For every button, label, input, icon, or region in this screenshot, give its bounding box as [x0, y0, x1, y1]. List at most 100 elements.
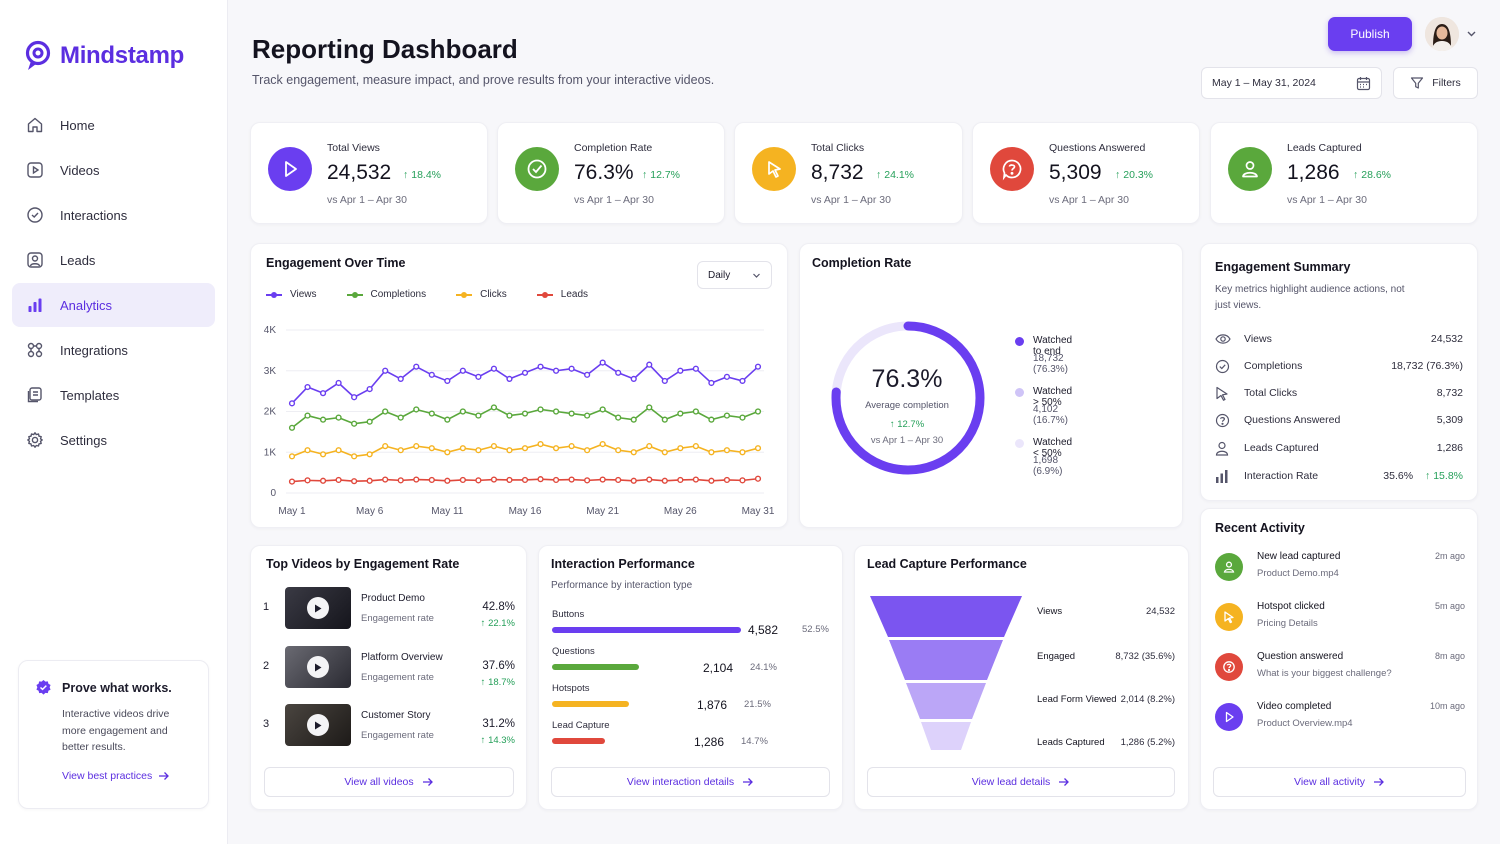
data-point[interactable] — [615, 476, 622, 484]
data-point[interactable] — [599, 476, 606, 483]
data-point[interactable] — [677, 367, 684, 374]
data-point[interactable] — [708, 449, 715, 456]
data-point[interactable] — [444, 477, 451, 484]
data-point[interactable] — [630, 375, 637, 383]
data-point[interactable] — [739, 477, 746, 484]
data-point[interactable] — [506, 476, 513, 484]
legend-item-clicks[interactable]: Clicks — [456, 289, 507, 300]
view-interaction-details-button[interactable]: View interaction details — [551, 767, 830, 797]
data-point[interactable] — [537, 476, 544, 483]
data-point[interactable] — [382, 443, 389, 450]
interval-select[interactable]: Daily — [697, 261, 772, 289]
data-point[interactable] — [661, 416, 668, 423]
data-point[interactable] — [568, 410, 575, 417]
data-point[interactable] — [599, 406, 606, 413]
data-point[interactable] — [552, 408, 560, 415]
data-point[interactable] — [723, 412, 731, 419]
data-point[interactable] — [661, 449, 668, 456]
data-point[interactable] — [552, 476, 560, 484]
data-point[interactable] — [459, 476, 466, 484]
data-point[interactable] — [304, 477, 311, 484]
activity-item[interactable]: Hotspot clicked Pricing Details 5m ago — [1215, 601, 1465, 637]
data-point[interactable] — [382, 476, 389, 483]
data-point[interactable] — [444, 449, 451, 456]
data-point[interactable] — [661, 377, 668, 385]
data-point[interactable] — [754, 445, 762, 452]
data-point[interactable] — [397, 447, 404, 454]
data-point[interactable] — [413, 443, 420, 450]
data-point[interactable] — [413, 363, 420, 370]
data-point[interactable] — [646, 404, 653, 411]
data-point[interactable] — [304, 383, 311, 391]
data-point[interactable] — [335, 379, 342, 387]
view-all-activity-button[interactable]: View all activity — [1213, 767, 1466, 797]
data-point[interactable] — [506, 447, 513, 454]
data-point[interactable] — [428, 371, 435, 378]
data-point[interactable] — [475, 477, 482, 484]
data-point[interactable] — [490, 476, 498, 483]
sidebar-item-analytics[interactable]: Analytics — [12, 283, 215, 327]
data-point[interactable] — [351, 478, 358, 485]
data-point[interactable] — [568, 365, 575, 372]
data-point[interactable] — [366, 477, 373, 484]
data-point[interactable] — [335, 414, 342, 421]
data-point[interactable] — [754, 408, 762, 415]
data-point[interactable] — [552, 367, 560, 374]
data-point[interactable] — [506, 375, 513, 383]
video-row[interactable]: 1 Product Demo Engagement rate 42.8% ↑ 2… — [263, 587, 515, 631]
data-point[interactable] — [584, 371, 591, 378]
data-point[interactable] — [413, 476, 420, 483]
data-point[interactable] — [288, 478, 296, 485]
data-point[interactable] — [692, 443, 699, 450]
data-point[interactable] — [708, 379, 715, 387]
data-point[interactable] — [319, 416, 327, 423]
data-point[interactable] — [754, 363, 762, 370]
data-point[interactable] — [677, 476, 684, 484]
data-point[interactable] — [304, 412, 311, 419]
data-point[interactable] — [521, 410, 529, 417]
data-point[interactable] — [692, 408, 699, 415]
data-point[interactable] — [382, 367, 389, 374]
data-point[interactable] — [568, 443, 575, 450]
data-point[interactable] — [475, 447, 482, 454]
data-point[interactable] — [475, 412, 482, 419]
data-point[interactable] — [490, 404, 498, 411]
data-point[interactable] — [351, 394, 358, 401]
data-point[interactable] — [723, 476, 731, 484]
legend-item-leads[interactable]: Leads — [536, 289, 588, 300]
legend-item-completions[interactable]: Completions — [346, 289, 426, 300]
data-point[interactable] — [413, 406, 420, 413]
video-thumbnail[interactable] — [285, 646, 351, 688]
data-point[interactable] — [459, 408, 466, 415]
data-point[interactable] — [630, 416, 637, 423]
data-point[interactable] — [521, 369, 529, 376]
view-best-practices-link[interactable]: View best practices — [35, 770, 192, 782]
data-point[interactable] — [615, 447, 622, 454]
activity-item[interactable]: New lead captured Product Demo.mp4 2m ag… — [1215, 551, 1465, 587]
data-point[interactable] — [351, 420, 358, 427]
data-point[interactable] — [351, 453, 358, 460]
data-point[interactable] — [382, 408, 389, 415]
data-point[interactable] — [304, 447, 311, 454]
data-point[interactable] — [537, 406, 544, 413]
video-row[interactable]: 2 Platform Overview Engagement rate 37.6… — [263, 646, 515, 690]
data-point[interactable] — [459, 445, 466, 452]
data-point[interactable] — [739, 449, 746, 456]
data-point[interactable] — [584, 477, 591, 484]
data-point[interactable] — [708, 416, 715, 423]
sidebar-item-home[interactable]: Home — [12, 103, 215, 147]
data-point[interactable] — [490, 365, 498, 372]
data-point[interactable] — [754, 475, 762, 482]
data-point[interactable] — [584, 447, 591, 454]
sidebar-item-interactions[interactable]: Interactions — [12, 193, 215, 237]
data-point[interactable] — [677, 410, 684, 417]
publish-button[interactable]: Publish — [1328, 17, 1412, 51]
data-point[interactable] — [521, 476, 529, 484]
data-point[interactable] — [537, 440, 544, 448]
data-point[interactable] — [288, 453, 296, 460]
video-thumbnail[interactable] — [285, 587, 351, 629]
video-row[interactable]: 3 Customer Story Engagement rate 31.2% ↑… — [263, 704, 515, 748]
data-point[interactable] — [475, 373, 482, 380]
data-point[interactable] — [506, 412, 513, 419]
data-point[interactable] — [537, 363, 544, 370]
